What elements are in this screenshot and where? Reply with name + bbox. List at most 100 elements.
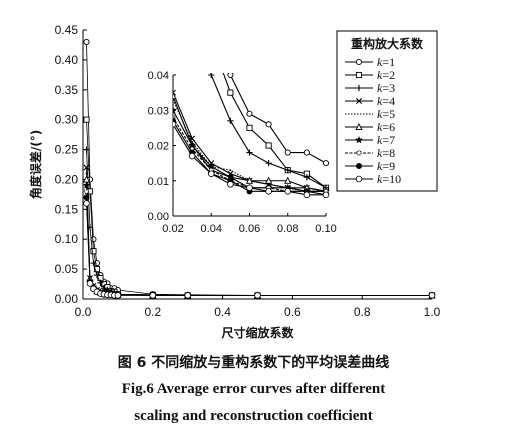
inset-y-tick-label: 0.04 [148, 70, 169, 82]
inset-data-point [229, 169, 232, 172]
data-point [83, 188, 90, 195]
figure-caption-chinese: 图 6 不同缩放与重构系数下的平均误差曲线 [117, 355, 390, 371]
data-point [93, 271, 101, 279]
main-plot: 0.00 0.05 0.10 0.15 0.20 0.25 0.30 0.35 0.40 0.45… [28, 23, 441, 340]
legend-item: k=6 [345, 120, 395, 134]
y-tick-label: 0.45 [55, 23, 79, 37]
legend-item: k=2 [345, 68, 395, 82]
inset-data-point [265, 142, 272, 149]
legend-label: k=1 [377, 55, 395, 69]
inset-data-point [265, 121, 272, 128]
inset-x-tick-label: 0.08 [277, 223, 298, 235]
data-point [83, 38, 90, 46]
data-point [86, 280, 94, 287]
legend-marker-icon [355, 71, 363, 79]
data-point [82, 181, 91, 189]
inset-data-point [303, 191, 311, 199]
legend-label: k=6 [377, 120, 395, 134]
data-point [83, 164, 90, 171]
y-tick-label: 0.15 [55, 202, 79, 216]
legend-label: k=2 [377, 68, 395, 82]
inset-y-tick-label: 0.01 [148, 176, 169, 188]
inset-series-line [210, 73, 327, 189]
inset-data-point [303, 149, 310, 156]
inset-data-point [265, 160, 272, 167]
legend-title: 重构放大系数 [351, 36, 424, 51]
legend-label: k=3 [377, 81, 395, 95]
inset-series-line [173, 101, 326, 192]
inset-series-group [173, 73, 331, 199]
data-point [184, 292, 191, 299]
legend-label: k=5 [377, 107, 395, 121]
inset-data-point [173, 106, 178, 114]
inset-data-point [246, 184, 253, 192]
y-axis-title: 角度误差/(°) [28, 130, 43, 199]
inset-data-point [322, 160, 330, 167]
legend-item: k=7 [345, 133, 395, 147]
data-point [83, 116, 90, 123]
inset-y-tick-label: 0.03 [148, 105, 169, 117]
inset-data-point [246, 110, 253, 117]
inset-data-point [227, 117, 234, 124]
legend-box [336, 30, 438, 192]
inset-series-line [173, 110, 326, 196]
data-point [97, 279, 104, 286]
legend-item: k=8 [345, 146, 395, 160]
inset-data-point [245, 176, 254, 184]
inset-data-point [284, 176, 292, 184]
inset-data-point [284, 188, 292, 195]
legend-marker-icon [355, 58, 363, 66]
figure-caption-english-line2: scaling and reconstruction coefficient [134, 408, 373, 424]
inset-data-point [246, 149, 253, 156]
inset-x-tick-label: 0.06 [239, 223, 260, 235]
inset-y-tick-label: 0.02 [148, 141, 169, 153]
data-point [90, 260, 97, 267]
inset-data-point [227, 181, 234, 188]
data-point [254, 292, 261, 299]
x-tick-label: 0.4 [214, 305, 231, 319]
inset-data-point [173, 121, 177, 128]
x-tick-label: 0.8 [354, 305, 371, 319]
inset-plot: 0.00 0.01 0.02 0.03 0.04 0.02 0.04 0.06 0.08 0.10 [130, 68, 337, 238]
legend-label: k=8 [377, 146, 395, 160]
inset-series-line [173, 79, 327, 192]
y-tick-label: 0.10 [55, 232, 79, 246]
data-point [149, 292, 157, 299]
y-tick-label: 0.30 [55, 113, 79, 127]
data-point [83, 200, 90, 207]
inset-data-point [207, 170, 215, 177]
inset-series-line [173, 73, 327, 192]
inset-data-point [322, 191, 330, 199]
legend-item: k=1 [345, 55, 395, 69]
legend-marker-icon [355, 84, 363, 92]
x-tick-label: 0.6 [284, 305, 301, 319]
legend: 重构放大系数 k=1k=2k=3k=4k=5k=6k=7k=8k=9k=10 [336, 30, 438, 192]
inset-x-tick-label: 0.04 [201, 223, 222, 235]
inset-data-point [208, 73, 215, 79]
inset-series-line [173, 94, 326, 192]
legend-item: k=4 [345, 94, 395, 108]
legend-marker-icon [355, 122, 363, 131]
inset-x-tick-label: 0.10 [315, 223, 336, 235]
data-point [90, 248, 97, 255]
legend-label: k=4 [377, 94, 395, 108]
data-point [85, 172, 88, 175]
inset-data-point [303, 174, 310, 181]
inset-data-point [173, 92, 177, 100]
inset-data-point [227, 89, 234, 96]
legend-label: k=9 [377, 159, 395, 173]
y-tick-label: 0.05 [55, 262, 79, 276]
inset-series-line [229, 73, 327, 164]
legend-label: k=7 [377, 133, 395, 147]
inset-data-point [265, 188, 272, 195]
legend-item: k=3 [345, 81, 395, 95]
y-tick-label: 0.00 [55, 292, 79, 306]
legend-label: k=10 [377, 172, 401, 186]
legend-marker-icon [356, 98, 362, 104]
inset-data-point [284, 149, 291, 156]
inset-data-point [188, 152, 196, 160]
data-point [93, 266, 101, 273]
data-point [114, 292, 122, 299]
inset-series-k10 [173, 110, 330, 199]
data-point [428, 292, 436, 299]
